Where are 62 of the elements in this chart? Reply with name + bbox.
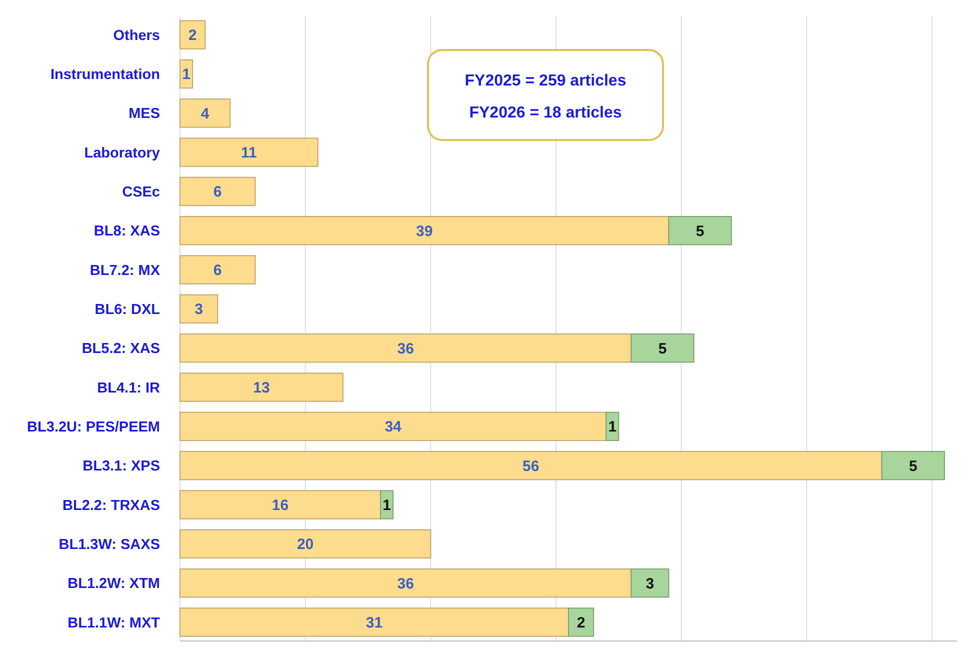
- data-label: 56: [522, 458, 540, 475]
- y-tick-label: BL7.2: MX: [90, 262, 160, 279]
- y-tick-label: BL3.2U: PES/PEEM: [27, 419, 160, 436]
- y-tick-label: BL8: XAS: [94, 224, 160, 240]
- bar: [180, 608, 569, 637]
- data-label: 20: [296, 536, 314, 554]
- bar: [630, 333, 694, 363]
- data-label: 1: [182, 66, 190, 84]
- data-label: 36: [397, 340, 414, 358]
- y-tick-label: BL1.2W: XTM: [68, 576, 160, 592]
- y-tick-label: BL2.2: TRXAS: [62, 498, 160, 514]
- y-tick-label: Instrumentation: [50, 67, 160, 84]
- bar: [180, 412, 607, 441]
- bar: [380, 490, 394, 520]
- data-label: 6: [213, 184, 222, 201]
- data-label: 34: [384, 418, 402, 436]
- y-tick-label: BL1.1W: MXT: [68, 615, 160, 632]
- data-label: 5: [908, 458, 918, 475]
- data-label: 5: [696, 222, 704, 240]
- y-tick-label: BL5.2: XAS: [82, 341, 160, 358]
- y-tick-label: Others: [113, 28, 160, 44]
- y-tick-label: BL3.1: XPS: [82, 458, 160, 475]
- data-label: 4: [200, 105, 210, 122]
- data-label: 13: [253, 379, 270, 396]
- bar: [180, 20, 206, 50]
- data-label: 5: [658, 340, 667, 358]
- data-label: 2: [188, 27, 197, 44]
- bar: [180, 255, 256, 284]
- data-label: 6: [213, 262, 222, 280]
- y-tick-label: MES: [128, 106, 160, 122]
- bar: [180, 216, 670, 246]
- y-tick-label: BL4.1: IR: [97, 380, 161, 396]
- bar: [180, 490, 382, 520]
- data-label: 39: [416, 222, 433, 240]
- data-label: 3: [646, 575, 654, 592]
- y-tick-label: BL6: DXL: [94, 302, 160, 318]
- data-label: 11: [241, 144, 257, 162]
- data-label: 1: [608, 418, 617, 436]
- bar: [668, 216, 732, 246]
- data-label: 1: [382, 496, 391, 514]
- bar: [180, 294, 218, 324]
- bar: [180, 450, 882, 480]
- bar: [180, 372, 344, 402]
- bar: [180, 176, 256, 206]
- annotation: FY2026 = 18 articles: [469, 104, 622, 122]
- bar: [881, 450, 945, 480]
- bar: [180, 98, 231, 128]
- bar: [180, 568, 632, 598]
- data-label: 36: [397, 575, 414, 592]
- bar: [180, 138, 318, 167]
- data-label: 16: [272, 496, 289, 514]
- data-label: 3: [194, 301, 203, 318]
- bar: [180, 333, 632, 363]
- y-tick-label: Laboratory: [84, 145, 160, 162]
- bar: [180, 529, 432, 558]
- annotation: FY2025 = 259 articles: [464, 72, 626, 90]
- bar: [568, 608, 594, 637]
- data-label: 2: [576, 614, 586, 632]
- y-tick-label: CSEc: [122, 184, 160, 201]
- y-tick-label: BL1.3W: SAXS: [58, 536, 160, 553]
- bar: [630, 568, 670, 598]
- data-label: 31: [366, 614, 383, 632]
